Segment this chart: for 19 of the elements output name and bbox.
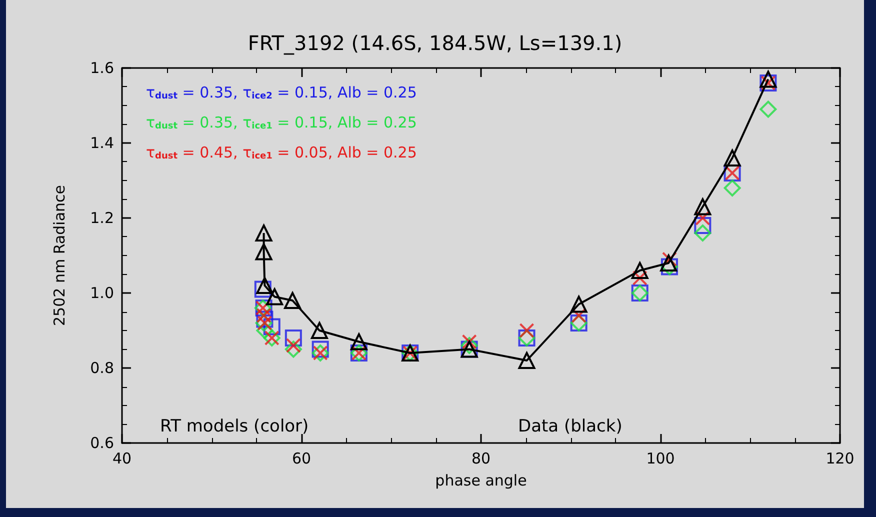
annotation: RT models (color): [160, 416, 309, 436]
y-tick-label: 0.6: [90, 434, 114, 452]
y-tick-label: 1.0: [90, 284, 114, 302]
x-tick-label: 80: [471, 450, 491, 468]
text: τdust = 0.45, τice1 = 0.05, Alb = 0.25: [146, 144, 417, 162]
x-tick-label: 100: [646, 450, 675, 468]
chart-title: FRT_3192 (14.6S, 184.5W, Ls=139.1): [248, 31, 622, 55]
y-tick-label: 1.4: [90, 134, 114, 152]
x-tick-label: 40: [112, 450, 132, 468]
text: τdust = 0.35, τice1 = 0.15, Alb = 0.25: [146, 114, 417, 132]
y-tick-label: 0.8: [90, 359, 114, 377]
x-tick-label: 120: [826, 450, 854, 468]
x-tick-label: 60: [292, 450, 312, 468]
y-axis-title: 2502 nm Radiance: [50, 185, 68, 326]
annotation: Data (black): [518, 416, 622, 436]
y-tick-label: 1.2: [90, 209, 114, 227]
y-tick-label: 1.6: [90, 59, 114, 77]
text: τdust = 0.35, τice2 = 0.15, Alb = 0.25: [146, 84, 417, 102]
x-axis-title: phase angle: [435, 472, 527, 490]
